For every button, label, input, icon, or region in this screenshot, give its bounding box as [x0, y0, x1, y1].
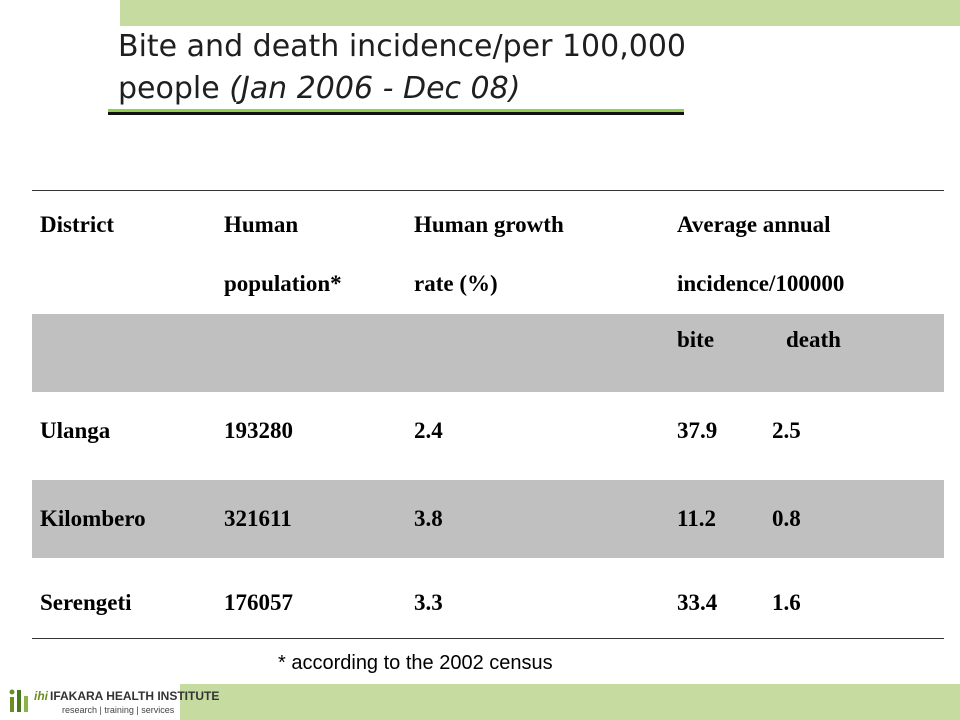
cell-district: Ulanga: [40, 418, 111, 443]
header-incidence-line1: Average annual: [677, 212, 831, 237]
cell-bite: 11.2: [677, 506, 716, 531]
title-underline: [108, 109, 684, 115]
title-line-2: people (Jan 2006 - Dec 08): [118, 68, 918, 110]
table-row: Ulanga 193280 2.4 37.9 2.5: [32, 392, 944, 470]
title-underline-dark: [108, 112, 684, 115]
institute-logo-tagline: research | training | services: [62, 705, 175, 715]
slide-title: Bite and death incidence/per 100,000 peo…: [118, 26, 918, 110]
title-line-1: Bite and death incidence/per 100,000: [118, 29, 687, 64]
cell-growth: 3.8: [414, 506, 443, 531]
header-district: District: [40, 212, 115, 237]
title-line-2-plain: people: [118, 71, 230, 106]
header-growth-line2: rate (%): [414, 271, 498, 296]
cell-growth: 2.4: [414, 418, 443, 443]
header-incidence-line2: incidence/100000: [677, 271, 845, 296]
cell-population: 176057: [224, 590, 293, 615]
cell-district: Serengeti: [40, 590, 132, 615]
title-date-range: (Jan 2006 - Dec 08): [229, 71, 521, 106]
logo-abbrev: ihi: [34, 689, 48, 703]
census-footnote: * according to the 2002 census: [278, 652, 553, 674]
table-bottom-rule: [32, 638, 944, 639]
institute-logo: ihi IFAKARA HEALTH INSTITUTE research | t…: [0, 684, 219, 720]
header-growth-line1: Human growth: [414, 212, 564, 237]
table-row: Serengeti 176057 3.3 33.4 1.6: [32, 564, 944, 642]
top-decor-gap: [0, 0, 120, 26]
cell-population: 193280: [224, 418, 293, 443]
table-subheader-row: bite death: [32, 314, 944, 392]
cell-bite: 33.4: [677, 590, 718, 615]
table-row: Kilombero 321611 3.8 11.2 0.8: [32, 480, 944, 558]
subheader-bite: bite: [677, 327, 715, 352]
institute-logo-name: ihi IFAKARA HEALTH INSTITUTE: [34, 689, 219, 703]
header-population-line1: Human: [224, 212, 299, 237]
cell-death: 0.8: [772, 506, 801, 531]
top-decor-band: [0, 0, 960, 26]
cell-district: Kilombero: [40, 506, 146, 531]
cell-death: 1.6: [772, 590, 801, 615]
institute-logo-icon: [9, 689, 28, 712]
logo-name: IFAKARA HEALTH INSTITUTE: [50, 689, 220, 703]
cell-growth: 3.3: [414, 590, 443, 615]
header-population-line2: population*: [224, 271, 342, 296]
cell-population: 321611: [224, 506, 292, 531]
table-top-rule: [32, 190, 944, 191]
cell-death: 2.5: [772, 418, 801, 443]
title-underline-green: [108, 109, 684, 112]
cell-bite: 37.9: [677, 418, 718, 443]
subheader-death: death: [786, 327, 841, 352]
